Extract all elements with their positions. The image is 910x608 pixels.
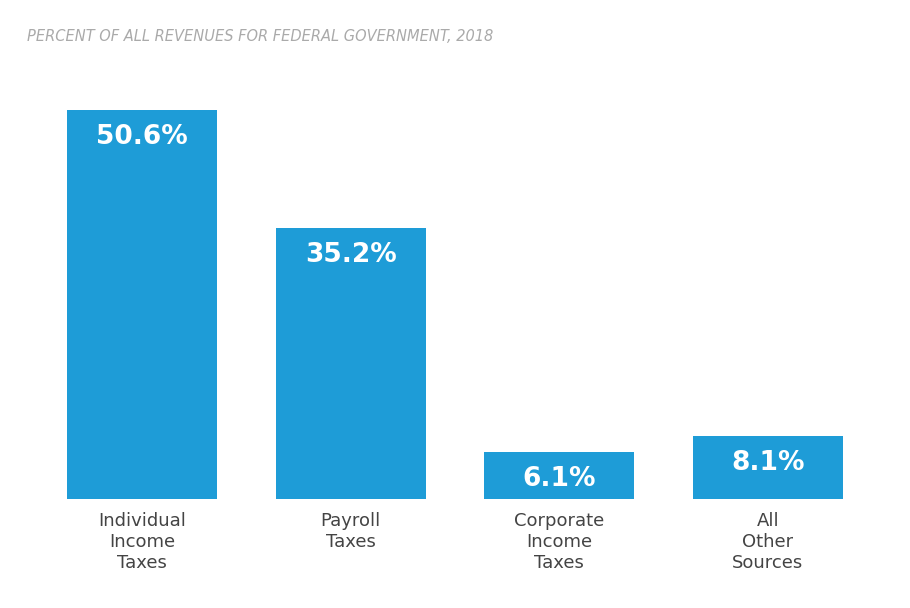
Text: 8.1%: 8.1% [732, 450, 804, 476]
Bar [276, 228, 426, 499]
Bar [693, 437, 843, 499]
Bar [484, 452, 634, 499]
Text: 35.2%: 35.2% [305, 242, 397, 268]
Bar [67, 110, 217, 499]
Text: PERCENT OF ALL REVENUES FOR FEDERAL GOVERNMENT, 2018: PERCENT OF ALL REVENUES FOR FEDERAL GOVE… [27, 29, 493, 44]
Text: 50.6%: 50.6% [96, 124, 188, 150]
Text: 6.1%: 6.1% [522, 466, 596, 491]
